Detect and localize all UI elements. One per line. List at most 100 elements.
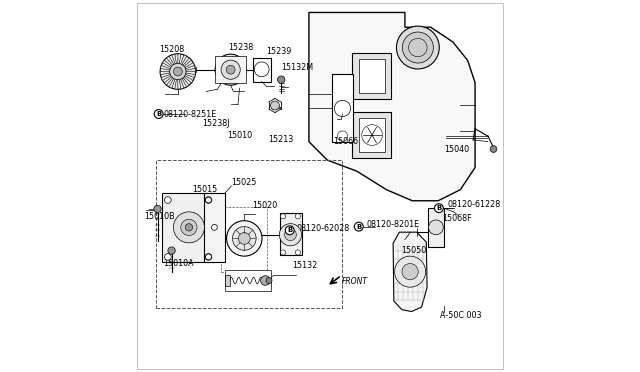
Circle shape [173, 67, 182, 76]
Text: 15020: 15020 [252, 201, 277, 211]
Text: 15238J: 15238J [202, 119, 229, 128]
Circle shape [403, 32, 433, 63]
Text: B: B [287, 227, 292, 233]
Circle shape [280, 224, 301, 246]
Circle shape [280, 250, 285, 255]
Polygon shape [186, 68, 196, 71]
Bar [353, 53, 391, 99]
Polygon shape [178, 54, 181, 64]
Polygon shape [182, 78, 189, 87]
Text: 15010A: 15010A [163, 259, 194, 268]
Text: 08120-61228: 08120-61228 [447, 201, 500, 209]
Bar [204, 193, 225, 262]
Text: 15068F: 15068F [442, 214, 472, 223]
Circle shape [429, 220, 444, 235]
Circle shape [160, 54, 196, 89]
Circle shape [285, 226, 294, 235]
Text: 15132: 15132 [292, 260, 317, 269]
Text: 15025: 15025 [232, 178, 257, 187]
Text: 15132M: 15132M [281, 63, 314, 72]
Polygon shape [185, 62, 195, 69]
Circle shape [396, 26, 439, 69]
Bar [162, 193, 216, 262]
Circle shape [154, 205, 161, 212]
Circle shape [170, 63, 186, 80]
Circle shape [266, 278, 272, 283]
Polygon shape [160, 71, 170, 75]
Circle shape [395, 256, 426, 287]
Bar [428, 208, 444, 247]
Text: 08120-8251E: 08120-8251E [163, 109, 216, 119]
Circle shape [164, 197, 172, 203]
Bar [359, 118, 385, 152]
Circle shape [227, 221, 262, 256]
Bar [253, 58, 271, 81]
Circle shape [205, 197, 212, 203]
Polygon shape [163, 60, 172, 67]
Text: 15066: 15066 [333, 137, 358, 146]
Polygon shape [164, 77, 173, 85]
Text: 15213: 15213 [268, 135, 294, 144]
Text: 15040: 15040 [444, 145, 469, 154]
Circle shape [285, 229, 296, 241]
Circle shape [280, 214, 285, 219]
Circle shape [154, 110, 163, 118]
Circle shape [215, 54, 246, 85]
Polygon shape [183, 58, 191, 66]
Bar [215, 56, 246, 83]
Bar [225, 275, 230, 286]
Polygon shape [186, 73, 195, 78]
Text: 15208: 15208 [159, 45, 184, 54]
Circle shape [278, 76, 285, 83]
Circle shape [185, 224, 193, 231]
Text: 15238: 15238 [228, 43, 253, 52]
Text: 15010: 15010 [227, 131, 252, 140]
Text: 15050: 15050 [401, 246, 426, 255]
Circle shape [226, 65, 235, 74]
Circle shape [490, 146, 497, 153]
Circle shape [295, 214, 300, 219]
Circle shape [221, 60, 240, 79]
Circle shape [205, 254, 212, 260]
Bar [156, 160, 342, 308]
Text: 15010B: 15010B [145, 212, 175, 221]
Text: 08120-8201E: 08120-8201E [366, 220, 419, 229]
Text: 08120-62028: 08120-62028 [296, 224, 349, 232]
Circle shape [239, 232, 250, 244]
Circle shape [295, 250, 300, 255]
Polygon shape [166, 56, 174, 65]
Polygon shape [184, 76, 193, 83]
Text: 15015: 15015 [193, 185, 218, 194]
Text: A-50C 003: A-50C 003 [440, 311, 481, 320]
Circle shape [168, 247, 175, 254]
Circle shape [271, 101, 280, 110]
Bar [225, 270, 271, 291]
Bar [332, 74, 353, 142]
Polygon shape [180, 55, 187, 64]
Polygon shape [393, 232, 427, 311]
Circle shape [232, 227, 256, 250]
Text: B: B [356, 224, 362, 230]
Polygon shape [161, 65, 170, 70]
Polygon shape [172, 54, 177, 64]
Bar [280, 213, 302, 256]
Polygon shape [309, 13, 475, 201]
Polygon shape [169, 78, 175, 88]
Bar [353, 112, 391, 158]
Circle shape [260, 276, 270, 285]
Text: B: B [436, 205, 442, 211]
Circle shape [173, 212, 204, 243]
Bar [221, 207, 268, 272]
Text: B: B [156, 111, 161, 117]
Text: FRONT: FRONT [341, 278, 367, 286]
Polygon shape [161, 74, 171, 80]
Text: 15239: 15239 [266, 48, 292, 57]
Bar [359, 59, 385, 93]
Circle shape [402, 263, 418, 280]
Circle shape [435, 204, 444, 212]
Polygon shape [175, 80, 178, 89]
Circle shape [355, 222, 363, 231]
Circle shape [181, 219, 197, 235]
Circle shape [164, 254, 172, 260]
Polygon shape [179, 79, 184, 89]
